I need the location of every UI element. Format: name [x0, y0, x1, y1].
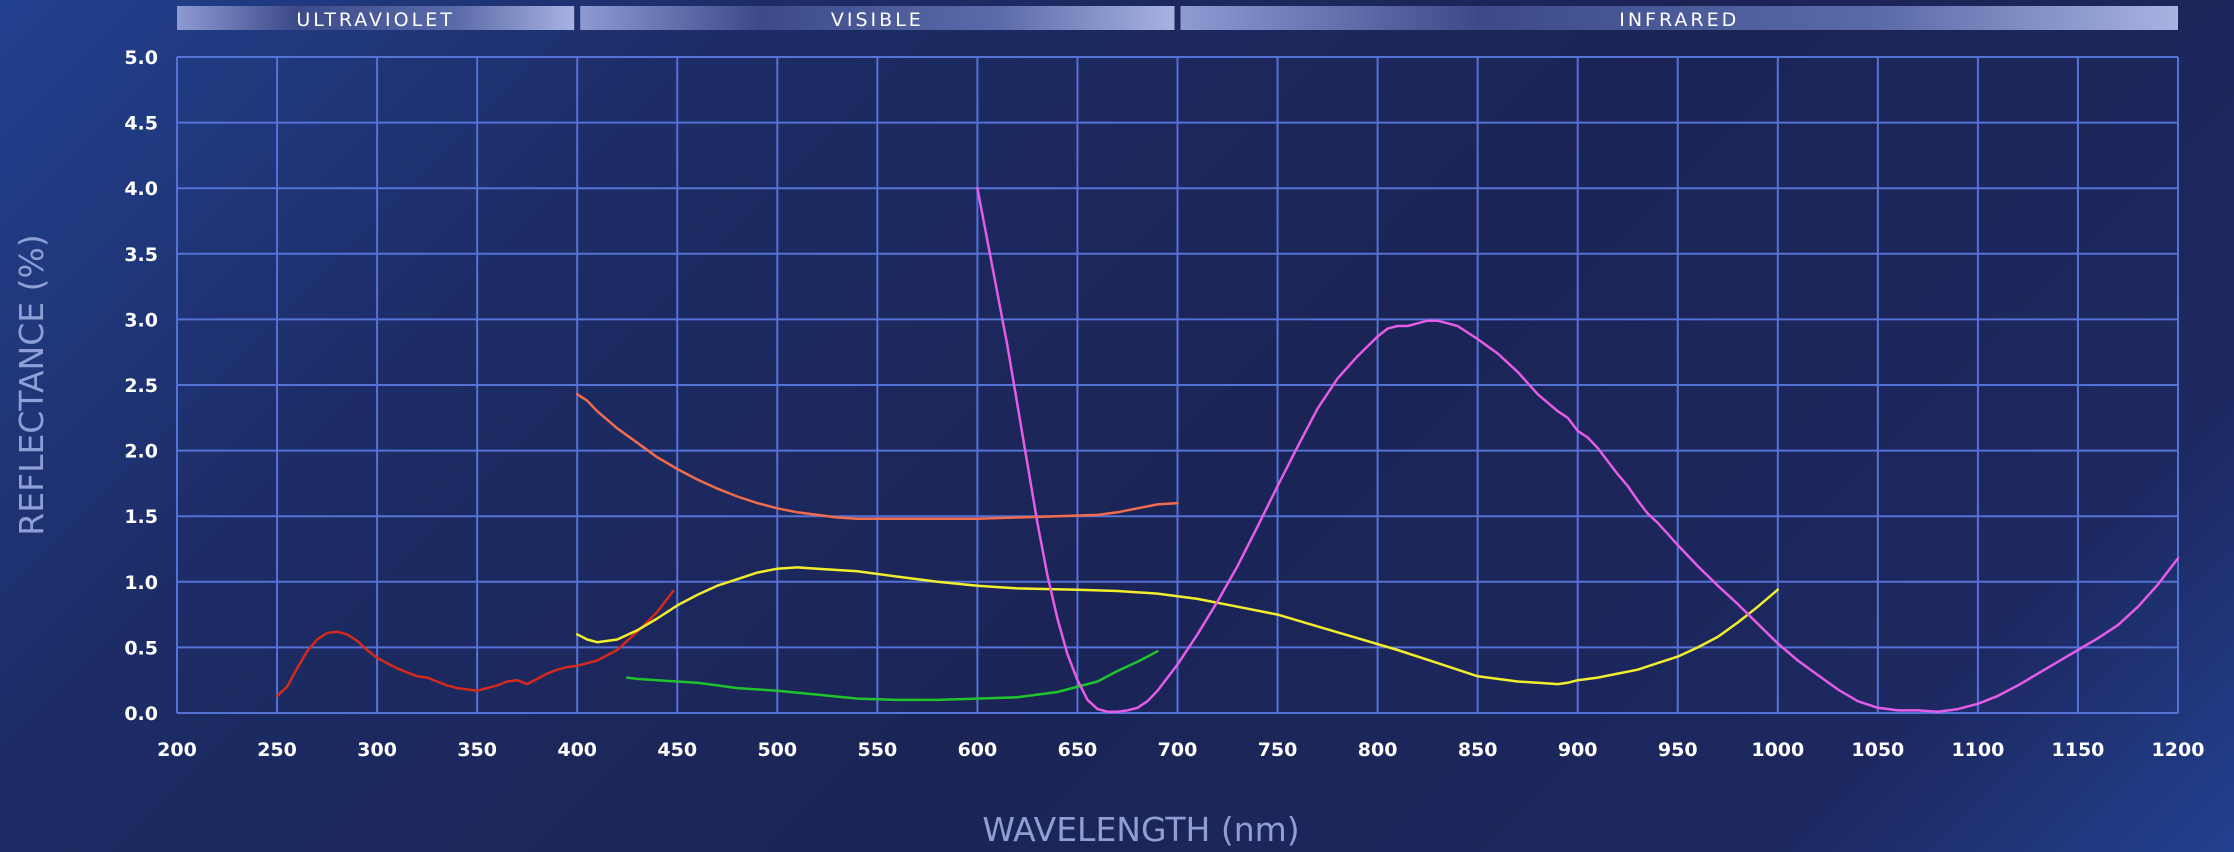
x-tick-label: 1150	[2052, 739, 2105, 761]
x-tick-label: 700	[1158, 739, 1198, 761]
chart-series	[275, 186, 2180, 713]
y-tick-label: 4.5	[124, 113, 158, 135]
x-tick-label: 950	[1658, 739, 1698, 761]
y-tick-label: 4.0	[124, 178, 158, 200]
y-tick-label: 3.5	[124, 244, 158, 266]
x-tick-label: 900	[1558, 739, 1598, 761]
x-tick-label: 600	[958, 739, 998, 761]
y-tick-label: 2.5	[124, 375, 158, 397]
x-tick-label: 650	[1058, 739, 1098, 761]
y-tick-label: 0.0	[124, 703, 158, 725]
x-tick-label: 550	[858, 739, 898, 761]
x-tick-label: 500	[757, 739, 797, 761]
y-axis-ticks: 0.0 0.5 1.0 1.5 2.0 2.5 3.0 3.5 4.0 4.5 5.0	[124, 47, 158, 725]
y-tick-label: 3.0	[124, 309, 158, 331]
x-tick-label: 1100	[1951, 739, 2004, 761]
x-tick-label: 1000	[1751, 739, 1804, 761]
x-tick-label: 850	[1458, 739, 1498, 761]
x-tick-label: 250	[257, 739, 297, 761]
x-tick-label: 350	[457, 739, 497, 761]
y-axis-title: REFLECTANCE (%)	[12, 234, 51, 535]
x-tick-label: 300	[357, 739, 397, 761]
y-tick-label: 5.0	[124, 47, 158, 69]
x-tick-label: 200	[157, 739, 197, 761]
x-tick-label: 750	[1258, 739, 1298, 761]
series-line-2	[575, 392, 1179, 521]
band-label: ULTRAVIOLET	[296, 9, 454, 31]
band-label: VISIBLE	[831, 9, 924, 31]
x-axis-ticks: 200 250 300 350 400 450 500 550 600 650 700 750 800 8…	[157, 739, 2204, 761]
x-axis-title: WAVELENGTH (nm)	[982, 810, 1299, 849]
x-tick-label: 450	[657, 739, 697, 761]
chart-grid	[176, 56, 2179, 714]
x-tick-label: 1050	[1851, 739, 1904, 761]
x-tick-label: 400	[557, 739, 597, 761]
y-tick-label: 1.5	[124, 506, 158, 528]
x-tick-label: 800	[1358, 739, 1398, 761]
x-tick-label: 1200	[2152, 739, 2205, 761]
band-label: INFRARED	[1619, 9, 1739, 31]
series-line-5	[976, 186, 2180, 713]
band-visible	[580, 6, 1175, 30]
band-ultraviolet	[177, 6, 575, 30]
band-infrared	[1180, 6, 2178, 30]
y-tick-label: 2.0	[124, 441, 158, 463]
series-line-4	[625, 650, 1159, 702]
y-tick-label: 0.5	[124, 637, 158, 659]
y-tick-label: 1.0	[124, 572, 158, 594]
spectrum-bands: ULTRAVIOLET VISIBLE INFRARED	[177, 6, 2178, 31]
series-line-3	[575, 566, 1780, 686]
series-line-1	[275, 589, 675, 698]
